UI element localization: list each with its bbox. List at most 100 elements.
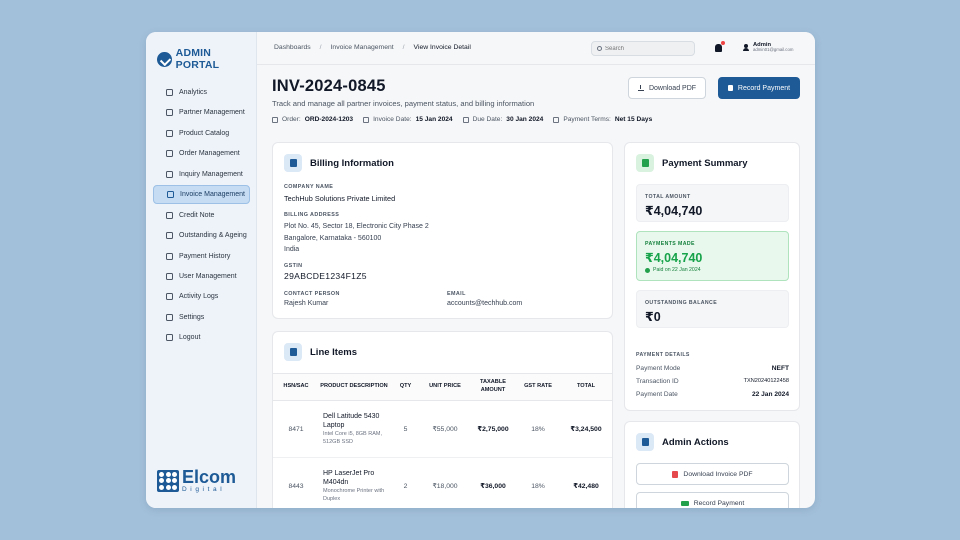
page-subtitle: Track and manage all partner invoices, p… <box>272 99 535 108</box>
check-circle-icon <box>645 267 650 273</box>
outstanding-balance-box: OUTSTANDING BALANCE ₹0 <box>636 290 789 328</box>
sidebar-item-activity-logs[interactable]: Activity Logs <box>153 287 250 306</box>
payment-mode-row: Payment Mode NEFT <box>636 365 789 372</box>
payments-made-label: PAYMENTS MADE <box>645 241 695 247</box>
breadcrumb: Dashboards / Invoice Management / View I… <box>274 44 471 51</box>
cell-total: ₹42,480 <box>573 483 599 490</box>
gstin-label: GSTIN <box>284 263 303 269</box>
sidebar-item-label: Partner Management <box>179 109 245 117</box>
sidebar-item-invoice-management[interactable]: Invoice Management <box>153 185 250 205</box>
cell-taxable: ₹36,000 <box>480 483 506 490</box>
cell-hsn: 8471 <box>273 400 319 458</box>
billing-info-card: Billing Information COMPANY NAME TechHub… <box>272 142 613 319</box>
contact-label: CONTACT PERSON <box>284 291 340 297</box>
search-icon <box>597 46 602 51</box>
receipt-icon <box>727 85 733 91</box>
brand[interactable]: ADMIN PORTAL <box>157 47 256 71</box>
meta-payment-terms: Payment Terms: Net 15 Days <box>553 116 652 123</box>
logout-icon <box>166 334 173 342</box>
handshake-icon <box>166 109 173 117</box>
meta-order: Order: ORD-2024-1203 <box>272 116 353 123</box>
document-icon <box>553 116 560 123</box>
tools-icon <box>636 433 654 451</box>
sidebar-item-credit-note[interactable]: Credit Note <box>153 206 250 225</box>
admin-shield-icon <box>157 51 172 67</box>
col-taxable: TAXABLE AMOUNT <box>468 373 518 401</box>
sidebar-item-logout[interactable]: Logout <box>153 328 250 347</box>
users-icon <box>166 272 173 280</box>
company-label: COMPANY NAME <box>284 184 334 190</box>
breadcrumb-separator: / <box>402 44 405 51</box>
payment-summary-card: Payment Summary TOTAL AMOUNT ₹4,04,740 P… <box>624 142 800 411</box>
address-line-1: Plot No. 45, Sector 18, Electronic City … <box>284 223 429 230</box>
page-title: INV-2024-0845 <box>272 77 386 95</box>
total-amount-box: TOTAL AMOUNT ₹4,04,740 <box>636 184 789 222</box>
download-pdf-button[interactable]: Download PDF <box>628 77 706 99</box>
elcom-name: Elcom <box>182 467 237 487</box>
company-name: TechHub Solutions Private Limited <box>284 194 396 203</box>
email-label: EMAIL <box>447 291 466 297</box>
elcom-sub: Digital <box>182 486 226 493</box>
transaction-id-row: Transaction ID TXN20240122458 <box>636 378 789 385</box>
outstanding-balance-value: ₹0 <box>645 310 661 324</box>
breadcrumb-invoice-management[interactable]: Invoice Management <box>330 44 394 51</box>
sidebar-item-label: User Management <box>179 272 237 280</box>
cell-taxable: ₹2,75,000 <box>477 426 509 433</box>
summary-title: Payment Summary <box>662 157 748 169</box>
sidebar-item-label: Inquiry Management <box>179 170 243 178</box>
sidebar-item-analytics[interactable]: Analytics <box>153 83 250 102</box>
app-window: ADMIN PORTAL Analytics Partner Managemen… <box>146 32 815 508</box>
address-line-3: India <box>284 246 300 253</box>
breadcrumb-separator: / <box>319 44 322 51</box>
outstanding-balance-label: OUTSTANDING BALANCE <box>645 300 718 306</box>
sidebar-item-label: Activity Logs <box>179 293 219 301</box>
download-invoice-pdf-button[interactable]: Download Invoice PDF <box>636 463 789 485</box>
col-gst: GST RATE <box>518 373 558 401</box>
search-input[interactable] <box>605 45 685 52</box>
product-desc: Intel Core i5, 8GB RAM, 512GB SSD <box>323 431 382 445</box>
cell-qty: 5 <box>389 400 422 458</box>
sidebar-item-inquiry-management[interactable]: Inquiry Management <box>153 165 250 184</box>
total-amount-label: TOTAL AMOUNT <box>645 194 691 200</box>
col-unit-price: UNIT PRICE <box>422 373 468 401</box>
elcom-mark-icon <box>157 469 179 492</box>
payments-made-box: PAYMENTS MADE ₹4,04,740 Paid on 22 Jan 2… <box>636 231 789 281</box>
meta-due-date: Due Date: 30 Jan 2024 <box>462 116 543 123</box>
sidebar-item-label: Analytics <box>179 89 208 96</box>
sidebar-item-label: Payment History <box>179 252 231 260</box>
product-name: Dell Latitude 5430 Laptop <box>323 413 380 430</box>
elcom-logo: Elcom Digital <box>157 468 236 494</box>
email-value[interactable]: accounts@techhub.com <box>447 300 523 307</box>
user-menu[interactable]: Admin admin01@gmail.com <box>743 42 793 53</box>
sidebar-item-label: Outstanding & Ageing <box>179 232 247 240</box>
box-icon <box>166 129 173 137</box>
sidebar-item-label: Invoice Management <box>180 191 245 199</box>
table-header-row: HSN/SAC PRODUCT DESCRIPTION QTY UNIT PRI… <box>273 373 612 401</box>
admin-record-payment-button[interactable]: Record Payment <box>636 492 789 508</box>
building-icon <box>284 154 302 172</box>
table-row: 8443 HP LaserJet Pro M404dn Monochrome Pr… <box>273 457 612 508</box>
sidebar-item-order-management[interactable]: Order Management <box>153 144 250 163</box>
address-label: BILLING ADDRESS <box>284 212 340 218</box>
sidebar-item-label: Credit Note <box>179 211 215 219</box>
col-total: TOTAL <box>558 373 612 401</box>
sidebar-nav: Analytics Partner Management Product Cat… <box>153 83 250 349</box>
sidebar-item-payment-history[interactable]: Payment History <box>153 247 250 266</box>
breadcrumb-dashboards[interactable]: Dashboards <box>274 44 311 51</box>
sidebar-item-label: Order Management <box>179 150 240 158</box>
sidebar-item-user-management[interactable]: User Management <box>153 267 250 286</box>
cell-total: ₹3,24,500 <box>570 426 602 433</box>
gear-icon <box>166 313 173 321</box>
bell-icon[interactable] <box>715 44 722 52</box>
sidebar-item-partner-management[interactable]: Partner Management <box>153 103 250 122</box>
search-box[interactable] <box>591 41 695 56</box>
sidebar-item-outstanding-ageing[interactable]: Outstanding & Ageing <box>153 226 250 245</box>
sidebar-item-settings[interactable]: Settings <box>153 308 250 327</box>
sidebar-item-product-catalog[interactable]: Product Catalog <box>153 124 250 143</box>
gstin-value: 29ABCDE1234F1Z5 <box>284 271 367 281</box>
record-payment-button[interactable]: Record Payment <box>718 77 800 99</box>
topbar: Dashboards / Invoice Management / View I… <box>257 32 815 65</box>
list-icon <box>166 170 173 178</box>
table-row: 8471 Dell Latitude 5430 Laptop Intel Core… <box>273 400 612 458</box>
product-desc: Monochrome Printer with Duplex <box>323 488 385 502</box>
